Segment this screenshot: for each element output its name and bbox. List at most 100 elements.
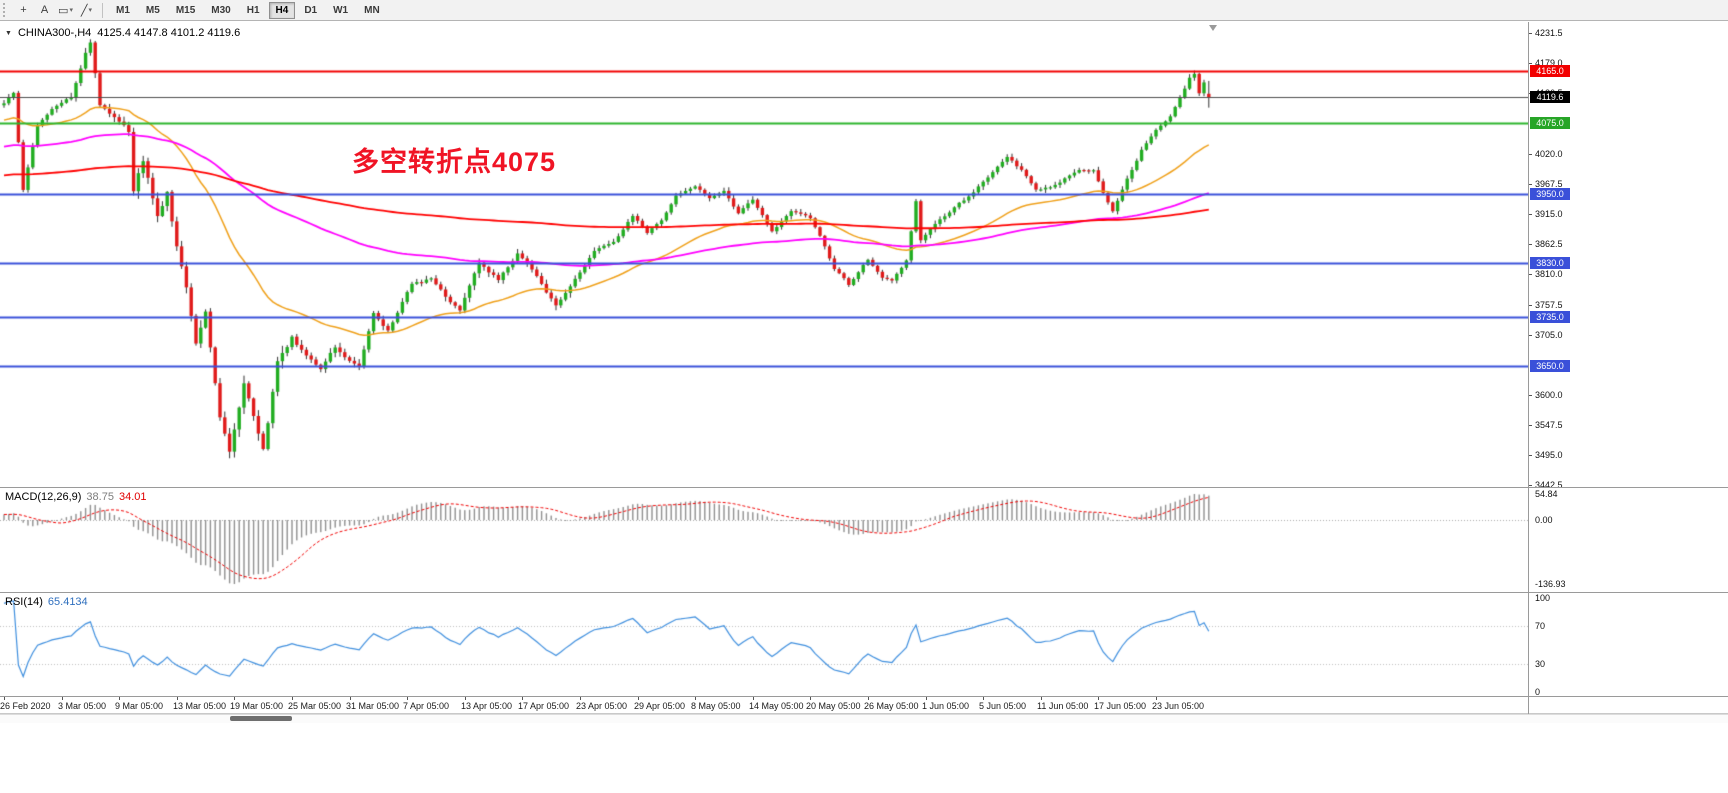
hline-price-badge: 3735.0: [1530, 311, 1570, 323]
time-tick-label: 17 Apr 05:00: [518, 701, 570, 711]
horizontal-scrollbar[interactable]: [0, 714, 1728, 723]
hline-price-badge: 4165.0: [1530, 65, 1570, 77]
time-tick-mark: [810, 697, 811, 700]
hline-price-badge: 3830.0: [1530, 257, 1570, 269]
price-chart-canvas[interactable]: [0, 22, 1528, 487]
price-tick-label: 3547.5: [1535, 420, 1563, 430]
macd-indicator-canvas[interactable]: [0, 488, 1528, 592]
time-tick-mark: [695, 697, 696, 700]
price-tick-mark: [1529, 455, 1532, 456]
toolbar-tools: + A ▭ ▾ ╱ ▾: [13, 0, 97, 21]
time-tick-label: 14 May 05:00: [749, 701, 804, 711]
macd-value: 38.75: [86, 491, 114, 503]
chart-symbol-period: CHINA300-,H4: [17, 27, 92, 39]
timeframe-w1-button[interactable]: W1: [333, 4, 349, 16]
oneclick-toggle-icon[interactable]: ▼: [5, 29, 12, 37]
rsi-name: RSI(14): [5, 596, 43, 608]
time-tick-mark: [1156, 697, 1157, 700]
price-tick-mark: [1529, 485, 1532, 486]
rsi-indicator-canvas[interactable]: [0, 593, 1528, 697]
timeframe-m30-button[interactable]: M30: [211, 4, 231, 16]
price-tick-mark: [1529, 425, 1532, 426]
time-tick-mark: [62, 697, 63, 700]
timeframe-h4-button[interactable]: H4: [268, 1, 296, 19]
time-tick-label: 20 May 05:00: [806, 701, 861, 711]
price-tick-label: 3810.0: [1535, 269, 1563, 279]
text-label-tool[interactable]: A: [35, 2, 54, 19]
price-tick-mark: [1529, 214, 1532, 215]
price-tick-mark: [1529, 244, 1532, 245]
timeframe-m1-button[interactable]: M1: [116, 4, 130, 16]
time-tick-mark: [407, 697, 408, 700]
macd-label: MACD(12,26,9) 38.75 34.01: [5, 491, 146, 503]
rsi-value: 65.4134: [47, 596, 88, 608]
lines-tool[interactable]: ╱ ▾: [77, 2, 96, 19]
text-label-tool-icon: A: [40, 4, 49, 16]
rsi-label: RSI(14) 65.4134: [5, 596, 88, 608]
scrollbar-thumb[interactable]: [230, 716, 292, 721]
crosshair-tool[interactable]: +: [14, 2, 33, 19]
time-tick-mark: [926, 697, 927, 700]
chevron-down-icon: ▾: [69, 7, 73, 14]
panel-separator[interactable]: [0, 592, 1728, 593]
time-tick-label: 23 Apr 05:00: [576, 701, 628, 711]
timeframe-m15-button[interactable]: M15: [175, 4, 196, 16]
macd-axis-label: 54.84: [1535, 489, 1558, 499]
time-tick-label: 17 Jun 05:00: [1094, 701, 1147, 711]
time-tick-label: 8 May 05:00: [691, 701, 741, 711]
price-tick-mark: [1529, 395, 1532, 396]
price-tick-mark: [1529, 305, 1532, 306]
top-toolbar: + A ▭ ▾ ╱ ▾ M1 M5 M15 M30 H1 H4 D1 W1 MN: [0, 0, 1728, 21]
time-tick-label: 5 Jun 05:00: [979, 701, 1027, 711]
time-axis[interactable]: 26 Feb 2020 3 Mar 05:00 9 Mar 05:00 13 Mar …: [0, 697, 1528, 713]
shapes-tool-icon: ▭: [58, 4, 69, 17]
time-tick-mark: [234, 697, 235, 700]
panel-separator: [0, 713, 1728, 714]
rsi-axis-label: 70: [1535, 621, 1546, 631]
time-tick-mark: [1098, 697, 1099, 700]
timeframe-h1-button[interactable]: H1: [246, 4, 260, 16]
time-tick-label: 1 Jun 05:00: [922, 701, 970, 711]
hline-price-badge: 3950.0: [1530, 188, 1570, 200]
chart-annotation-text[interactable]: 多空转折点4075: [352, 147, 557, 177]
hline-price-badge: 4075.0: [1530, 117, 1570, 129]
panel-separator[interactable]: [0, 487, 1728, 488]
time-tick-mark: [753, 697, 754, 700]
axis-separator: [1528, 22, 1529, 714]
chart-shift-marker[interactable]: [1209, 25, 1217, 31]
time-tick-mark: [1041, 697, 1042, 700]
time-tick-mark: [580, 697, 581, 700]
time-tick-label: 23 Jun 05:00: [1152, 701, 1205, 711]
timeframe-toolbar: M1 M5 M15 M30 H1 H4 D1 W1 MN: [108, 0, 388, 21]
price-tick-mark: [1529, 184, 1532, 185]
price-tick-label: 4231.5: [1535, 28, 1563, 38]
timeframe-mn-button[interactable]: MN: [364, 4, 380, 16]
price-tick-label: 3862.5: [1535, 239, 1563, 249]
price-axis[interactable]: 4231.54179.04126.54020.03967.53915.03862…: [1529, 22, 1728, 793]
price-tick-label: 3757.5: [1535, 300, 1563, 310]
price-tick-mark: [1529, 274, 1532, 275]
toolbar-grip[interactable]: [3, 3, 9, 17]
time-tick-label: 26 May 05:00: [864, 701, 919, 711]
time-tick-label: 11 Jun 05:00: [1037, 701, 1089, 711]
time-tick-label: 25 Mar 05:00: [288, 701, 342, 711]
time-tick-mark: [983, 697, 984, 700]
chevron-down-icon: ▾: [88, 7, 93, 14]
time-tick-mark: [119, 697, 120, 700]
time-tick-mark: [868, 697, 869, 700]
price-tick-label: 4020.0: [1535, 149, 1563, 159]
time-tick-label: 31 Mar 05:00: [346, 701, 400, 711]
panel-separator: [0, 696, 1728, 697]
time-tick-label: 19 Mar 05:00: [230, 701, 284, 711]
toolbar-separator: [102, 2, 103, 18]
chart-ohlc-values: 4125.4 4147.8 4101.2 4119.6: [97, 27, 241, 39]
chart-title: ▼ CHINA300-,H4 4125.4 4147.8 4101.2 4119…: [5, 27, 240, 39]
macd-axis-label: -136.93: [1535, 579, 1566, 589]
shapes-tool[interactable]: ▭ ▾: [56, 2, 75, 19]
macd-axis-label: 0.00: [1535, 515, 1553, 525]
timeframe-d1-button[interactable]: D1: [304, 4, 318, 16]
price-tick-mark: [1529, 33, 1532, 34]
macd-signal-value: 34.01: [118, 491, 147, 503]
timeframe-m5-button[interactable]: M5: [145, 4, 160, 16]
